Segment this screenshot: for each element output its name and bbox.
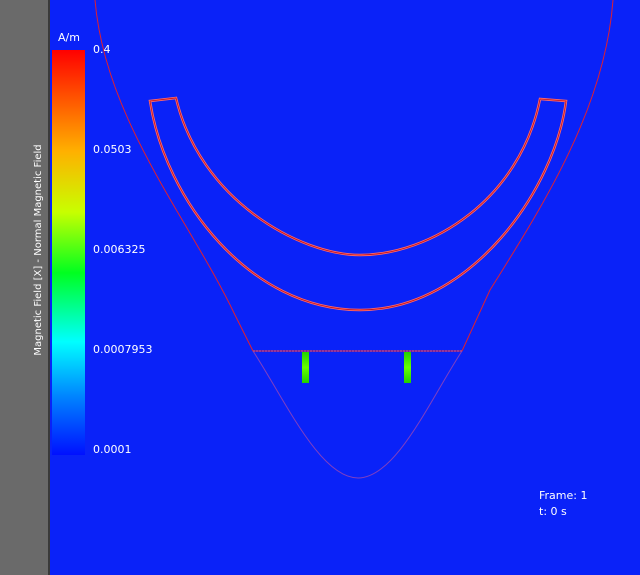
colorbar-tick-label: 0.0001: [93, 443, 132, 456]
lower-region: [252, 350, 463, 479]
time-label: t: 0 s: [539, 505, 567, 518]
colorbar-tick-label: 0.0503: [93, 143, 132, 156]
panel-border: [48, 0, 50, 575]
colorbar-unit: A/m: [58, 31, 80, 44]
conductor: [302, 352, 309, 383]
colorbar-tick-label: 0.0007953: [93, 343, 153, 356]
colorbar-title: Magnetic Field [X] - Normal Magnetic Fie…: [33, 144, 44, 355]
conductor: [404, 352, 411, 383]
colorbar-tick-label: 0.4: [93, 43, 111, 56]
colorbar-tick-label: 0.006325: [93, 243, 146, 256]
frame-label: Frame: 1: [539, 489, 587, 502]
colorbar: [52, 50, 85, 455]
side-panel: [0, 0, 48, 575]
coil-edge: [149, 97, 567, 311]
colorbar-ticks: 0.4 0.0503 0.006325 0.0007953 0.0001: [93, 43, 153, 456]
